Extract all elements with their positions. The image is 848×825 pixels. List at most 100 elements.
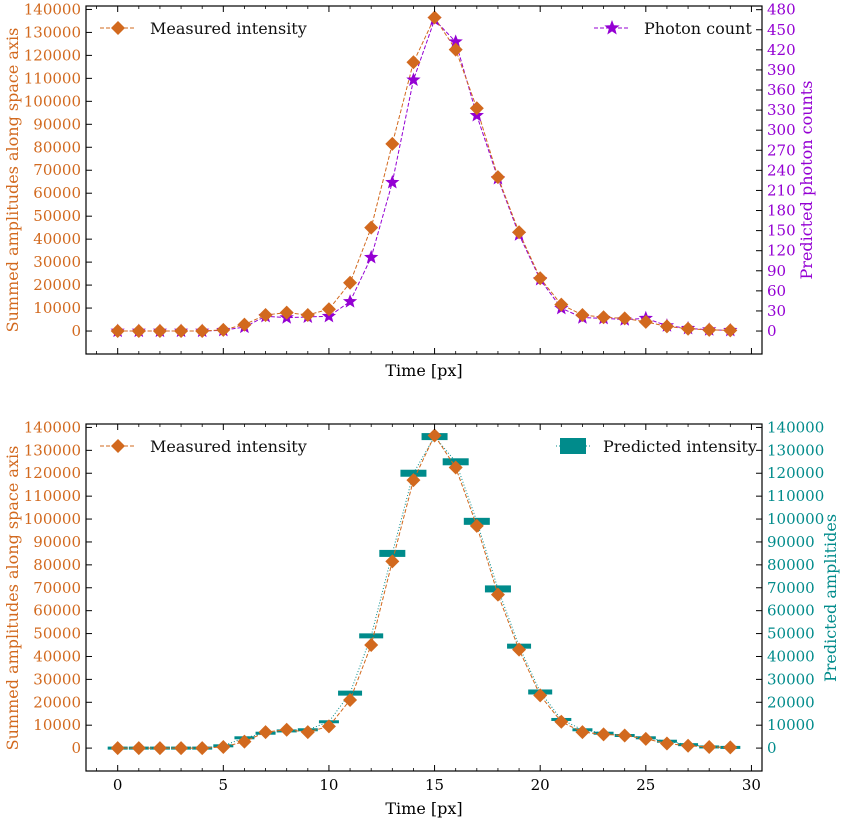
y-left-tick-label: 50000 [33,625,81,643]
data-point [406,55,421,70]
y-right-tick-label: 120000 [767,464,824,482]
data-point [448,42,463,57]
data-point [300,307,315,322]
y-right-tick-label: 270 [767,141,796,159]
series-line [117,18,731,332]
top-series-lines [117,16,731,332]
y-right-tick-label: 180 [767,202,796,220]
y-left-tick-label: 20000 [33,693,81,711]
data-point [321,719,336,734]
x-tick-label: 20 [531,776,550,794]
data-point [279,722,294,737]
data-point [385,136,400,151]
y-left-tick-label: 80000 [33,556,81,574]
y-left-tick-label: 30000 [33,670,81,688]
x-tick-label: 0 [113,776,123,794]
data-point [596,727,611,742]
y-right-tick-label: 0 [767,739,777,757]
data-point [216,739,231,754]
x-tick-label: 25 [636,776,655,794]
data-point [174,741,189,756]
data-point [723,323,738,338]
legend-photon-count: Photon count [594,19,752,38]
data-point [152,324,167,339]
y-right-tick-label: 0 [767,322,777,340]
y-right-tick-label: 70000 [767,579,815,597]
data-point [617,311,632,326]
y-right-tick-label: 450 [767,21,796,39]
y-left-tick-label: 130000 [24,23,81,41]
top-left-y-axis-label: Summed amplitudes along space axis [3,28,22,333]
y-right-tick-label: 30000 [767,670,815,688]
data-point [110,741,125,756]
data-point [469,518,484,533]
top-axis-ticks: 0 10000 20000 30000 40000 50000 60000 70000 8000… [24,0,796,354]
y-left-tick-label: 140000 [24,418,81,436]
y-right-tick-label: 10000 [767,716,815,734]
data-point [342,294,358,308]
data-point [638,731,653,746]
data-point [512,225,527,240]
legend-predicted-intensity: Predicted intensity [556,437,757,456]
data-point [575,307,590,322]
data-point [659,319,674,334]
data-point [195,741,210,756]
legend-label-measured-intensity-bottom: Measured intensity [150,437,307,456]
data-point [681,321,696,336]
data-point [364,220,379,235]
bottom-series-markers [110,428,738,756]
top-panel: 0 10000 20000 30000 40000 50000 60000 70000 8000… [3,0,816,380]
y-right-tick-label: 330 [767,101,796,119]
data-point [702,739,717,754]
data-point [379,549,406,557]
data-point [659,736,674,751]
y-right-tick-label: 390 [767,61,796,79]
y-left-tick-label: 20000 [33,276,81,294]
y-left-tick-label: 50000 [33,207,81,225]
y-right-tick-label: 120 [767,242,796,260]
data-point [512,642,527,657]
y-left-tick-label: 10000 [33,299,81,317]
x-tick-label: 5 [219,776,229,794]
data-point [174,324,189,339]
y-left-tick-label: 0 [71,322,81,340]
top-plot-frame [85,5,763,355]
bottom-x-axis-label: Time [px] [385,799,462,818]
top-x-axis-label: Time [px] [385,361,462,380]
bottom-left-y-axis-label: Summed amplitudes along space axis [3,446,22,751]
y-right-tick-label: 90 [767,262,786,280]
data-point [131,324,146,339]
data-point [617,728,632,743]
series-line [117,16,731,332]
y-left-tick-label: 110000 [24,487,81,505]
y-right-tick-label: 30 [767,302,786,320]
bottom-axis-ticks: 0 5 10 15 20 25 30 0 10000 20000 30000 40000 50000 60… [24,418,825,794]
data-point [575,725,590,740]
legend-label-predicted-intensity: Predicted intensity [603,437,757,456]
y-left-tick-label: 60000 [33,602,81,620]
y-left-tick-label: 40000 [33,230,81,248]
x-tick-label: 15 [425,776,444,794]
data-point [216,322,231,337]
data-point [321,302,336,317]
bottom-right-y-axis-label: Predicted amplitides [821,514,840,682]
data-point [723,740,738,755]
x-tick-label: 30 [742,776,761,794]
y-right-tick-label: 110000 [767,487,824,505]
data-point [448,460,463,475]
y-right-tick-label: 90000 [767,533,815,551]
top-right-y-axis-label: Predicted photon counts [797,81,816,280]
data-point [152,741,167,756]
y-left-tick-label: 140000 [24,0,81,18]
data-point [195,324,210,339]
y-right-tick-label: 360 [767,81,796,99]
legend-label-measured-intensity: Measured intensity [150,19,307,38]
y-left-tick-label: 40000 [33,647,81,665]
y-right-tick-label: 50000 [767,625,815,643]
y-left-tick-label: 60000 [33,184,81,202]
data-point [258,307,273,322]
y-left-tick-label: 100000 [24,510,81,528]
y-left-tick-label: 10000 [33,716,81,734]
legend-label-photon-count: Photon count [644,19,752,38]
